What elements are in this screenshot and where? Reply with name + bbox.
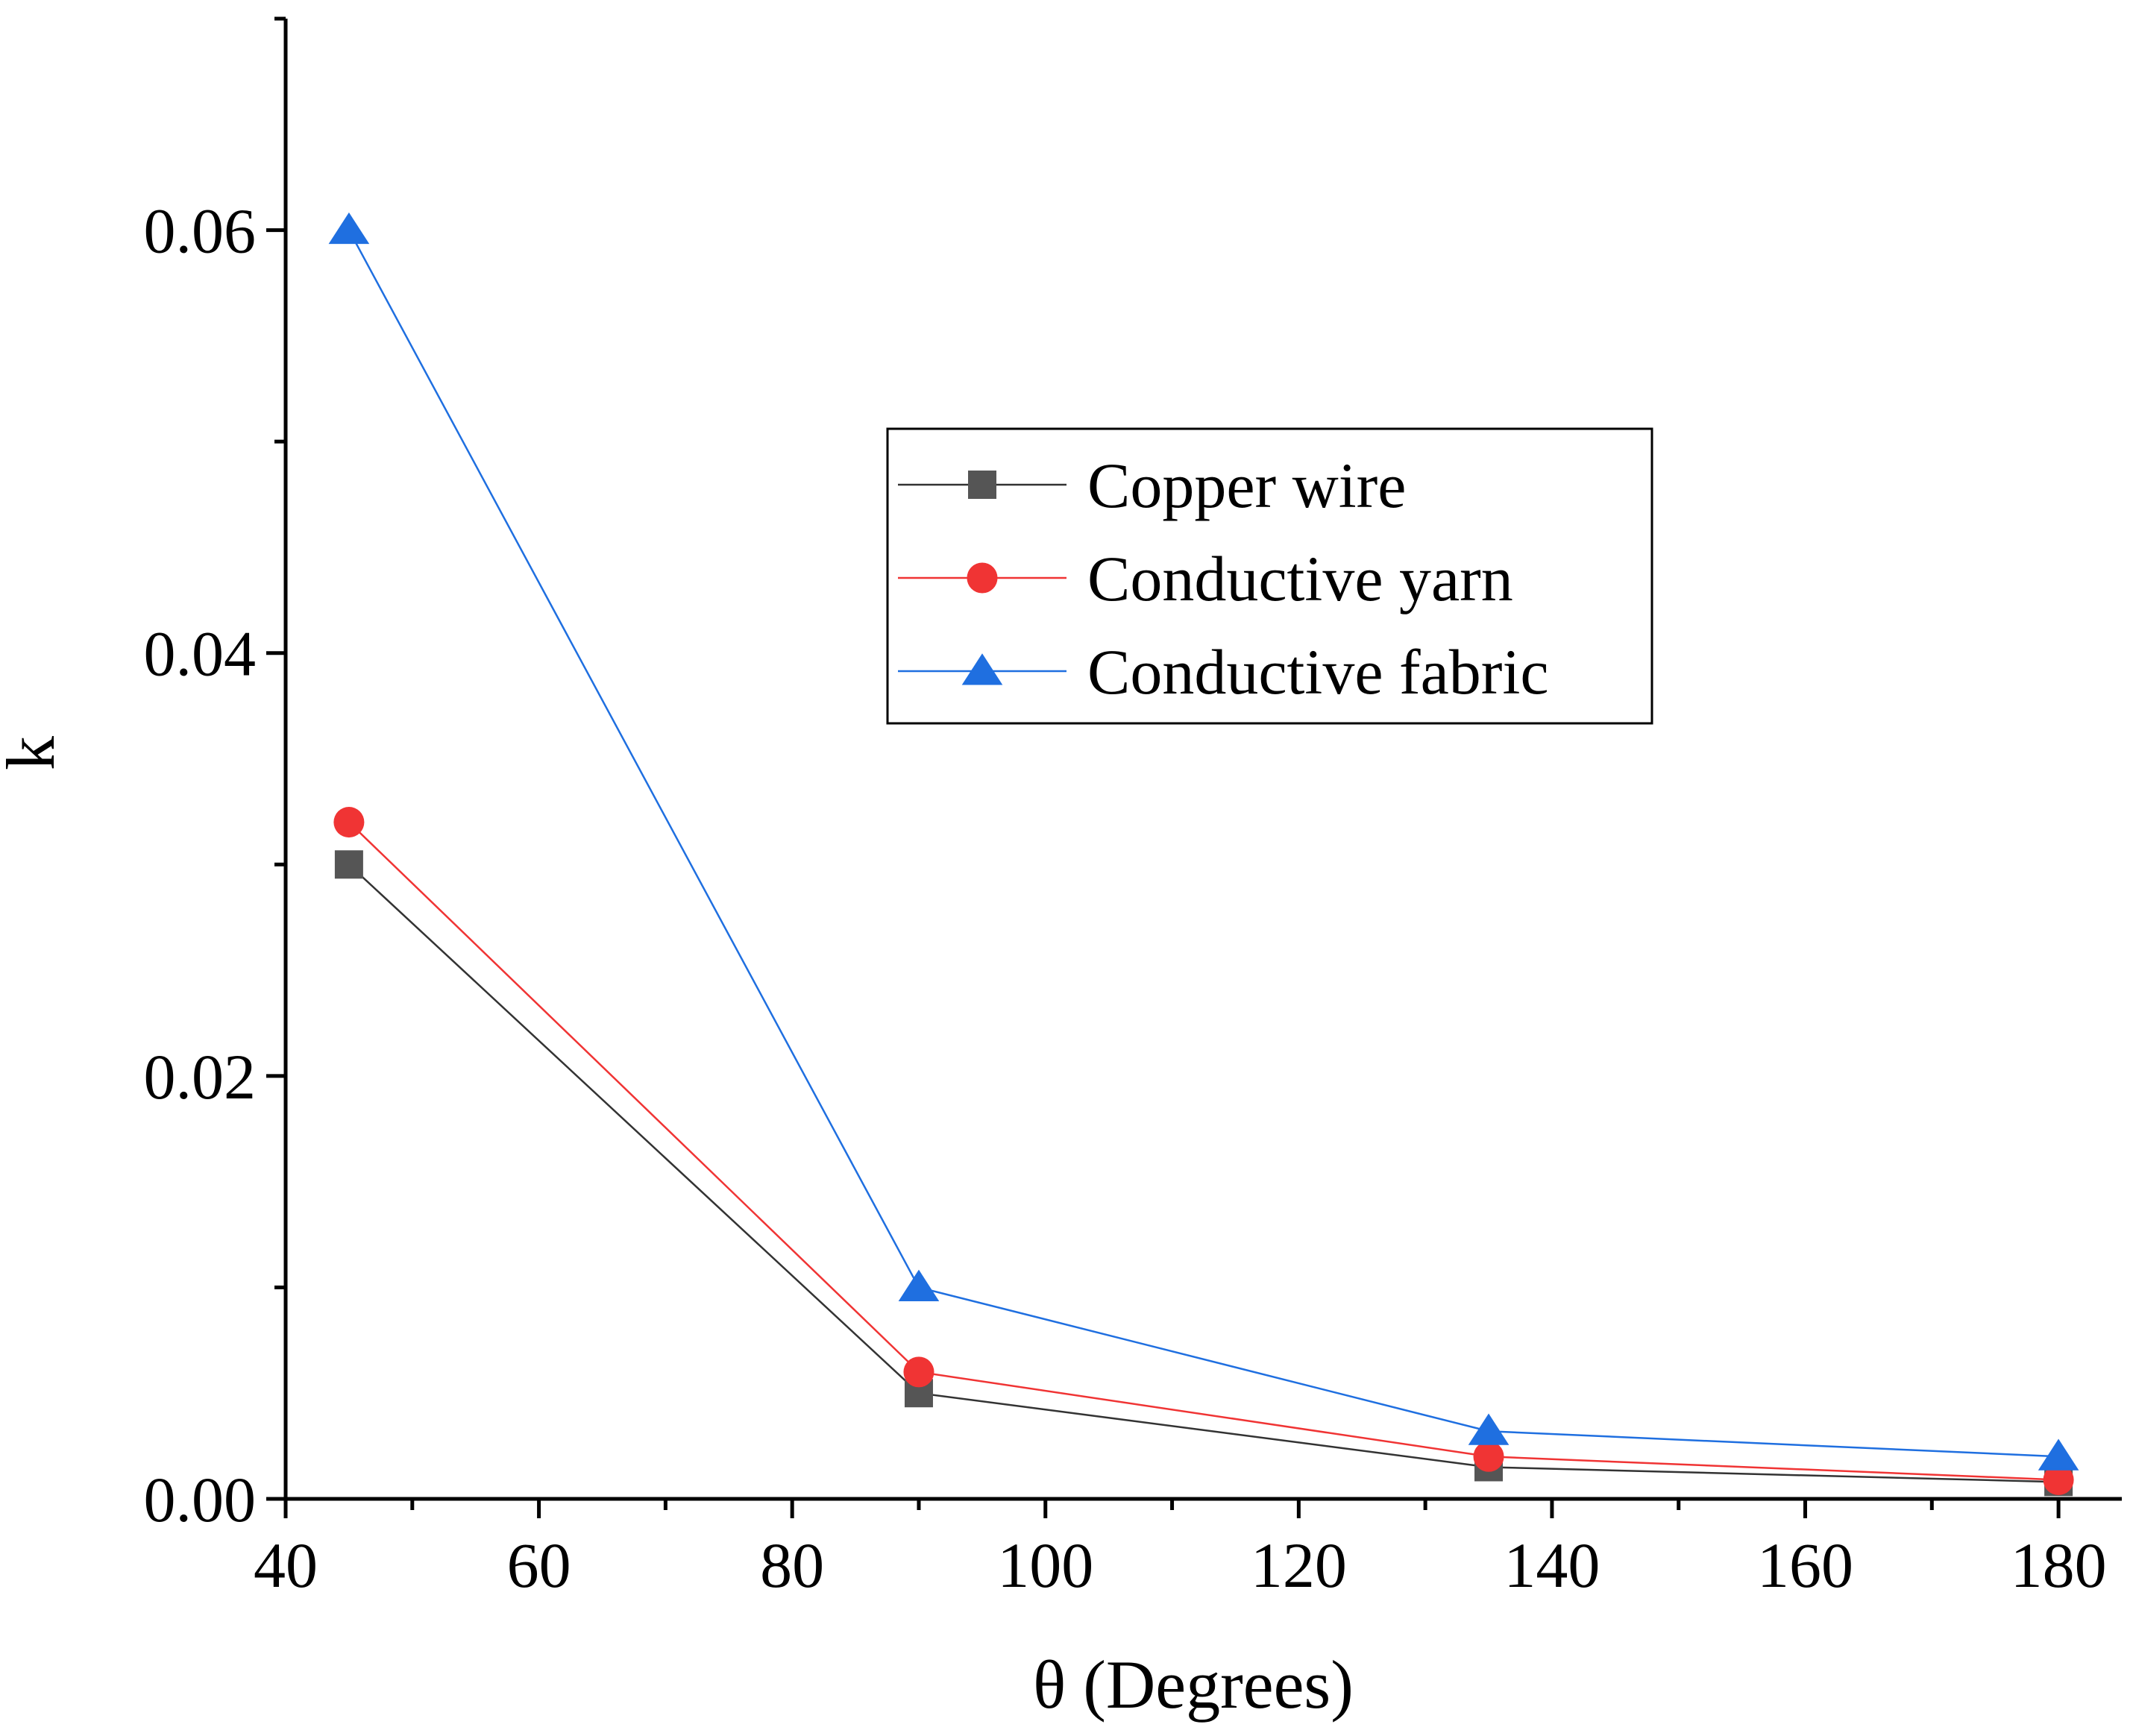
data-point [334,850,363,879]
data-point [2043,1464,2074,1495]
series-conductive-yarn [333,807,2074,1495]
series-layer [328,212,2079,1497]
data-point [333,807,365,838]
data-point [328,212,370,245]
data-point [1473,1441,1504,1472]
series-copper-wire [334,850,2073,1497]
data-point [1468,1413,1510,1445]
y-tick-label: 0.02 [144,1041,257,1113]
data-point [898,1269,940,1301]
legend-box [886,427,1653,725]
x-tick-label: 120 [1251,1529,1347,1601]
legend-label: Conductive fabric [1087,636,1549,708]
series-line [348,864,2059,1483]
x-tick-label: 80 [760,1529,824,1601]
legend-label: Conductive yarn [1087,543,1513,614]
x-tick-label: 180 [2011,1529,2107,1601]
x-tick-label: 60 [507,1529,571,1601]
legend-marker [967,562,998,594]
x-tick-label: 40 [254,1529,318,1601]
series-line [348,229,2059,1458]
x-tick-label: 100 [997,1529,1093,1601]
axes: 40 60 80 100 120 140 160 180 0.00 0.02 0.04 0.06 [144,16,2122,1601]
y-tick-label: 0.06 [144,195,257,267]
y-tick-label: 0.00 [144,1464,257,1535]
x-axis-title: θ (Degrees) [1033,1647,1354,1723]
x-tick-label: 160 [1757,1529,1853,1601]
series-conductive-fabric [328,212,2079,1471]
legend-marker [961,653,1003,685]
y-axis-title: k [0,736,69,770]
legend-marker [968,471,996,499]
data-point [2038,1438,2079,1471]
y-tick-label: 0.04 [144,618,257,690]
data-point [903,1356,934,1388]
legend-label: Copper wire [1087,450,1406,521]
x-tick-label: 140 [1504,1529,1600,1601]
legend: Copper wire Conductive yarn Conductive fab… [886,427,1653,725]
series-line [348,821,2059,1481]
